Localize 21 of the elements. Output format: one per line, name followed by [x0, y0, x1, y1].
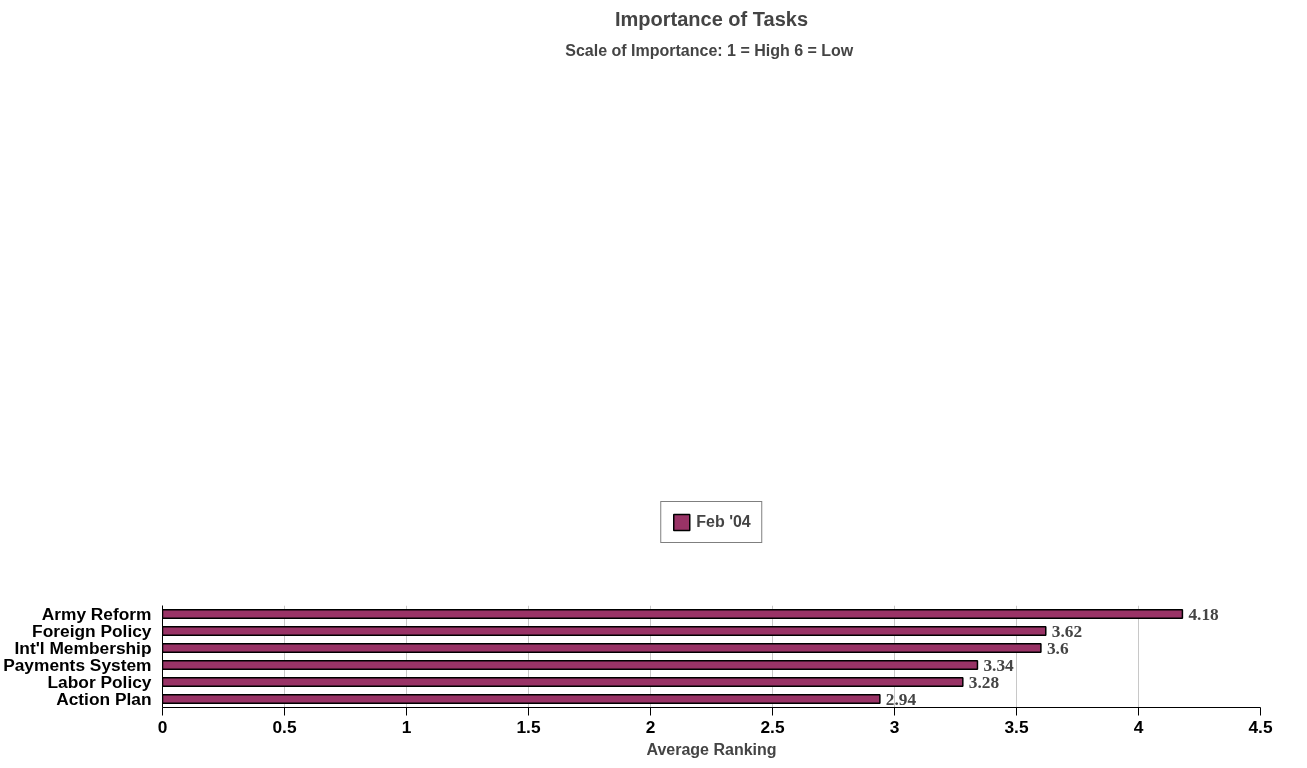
data-label: 4.18 — [1188, 604, 1220, 624]
x-tick-label: 3.5 — [1004, 716, 1029, 737]
y-tick-label: Army Reform — [41, 604, 152, 624]
x-tick-label: 0 — [157, 716, 168, 737]
x-tick-label: 2.5 — [760, 716, 785, 737]
x-tick-label: 3 — [889, 716, 900, 737]
x-tick-label: 4 — [1133, 716, 1144, 737]
data-label: 3.28 — [968, 672, 1000, 692]
x-tick-label: 1.5 — [516, 716, 541, 737]
chart-subtitle: Scale of Importance: 1 = High 6 = Low — [565, 41, 854, 59]
x-axis-title: Average Ranking — [646, 740, 777, 758]
chart-title: Importance of Tasks — [614, 7, 809, 30]
data-label: 3.34 — [983, 655, 1015, 675]
data-label: 3.6 — [1046, 638, 1069, 658]
x-tick-label: 0.5 — [272, 716, 297, 737]
x-tick-label: 4.5 — [1248, 716, 1273, 737]
legend-label: Feb '04 — [696, 512, 751, 531]
x-tick-label: 1 — [401, 716, 412, 737]
data-label: 2.94 — [885, 689, 917, 709]
data-label: 3.62 — [1051, 621, 1083, 641]
x-tick-label: 2 — [645, 716, 656, 737]
